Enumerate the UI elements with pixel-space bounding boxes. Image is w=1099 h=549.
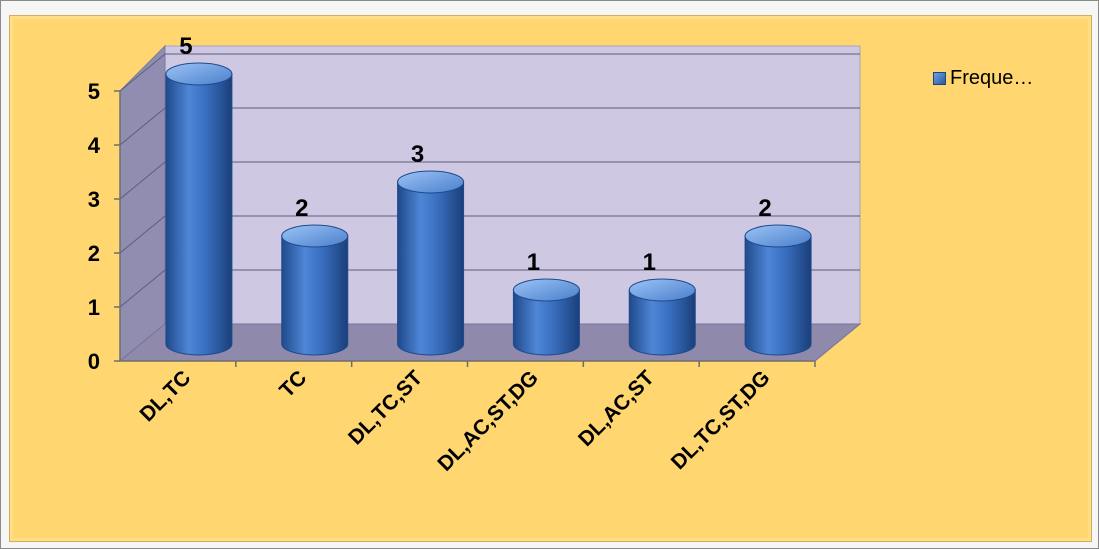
gridline-side [119,107,166,146]
x-axis-labels: DL,TC TC DL,TC,ST DL,AC,ST,DG DL,AC,ST DL,TC,… [135,366,774,476]
side-wall [119,44,166,363]
bar-body [397,181,465,356]
data-label: 1 [527,249,540,276]
bar-cap [165,62,233,86]
bar [628,278,696,356]
bar [165,62,233,356]
y-tick-label: 4 [88,133,101,158]
gridline-side [119,161,166,200]
x-tick-label: DL,TC,ST [344,366,427,449]
bar-body [281,235,349,356]
legend: Freque… [933,67,1033,90]
x-tick-label: DL,TC,ST,DG [667,366,775,474]
gridlines [119,53,860,308]
y-tick-label: 0 [88,349,100,374]
bars: 5 2 3 1 1 2 [165,33,812,356]
gridline-side [119,215,166,254]
data-label: 2 [295,195,308,222]
data-label: 2 [758,195,771,222]
data-label: 1 [643,249,656,276]
bar-body [165,73,233,356]
bar-cap [397,170,465,194]
x-tick-label: DL,TC [135,366,195,426]
bar-cap [744,224,812,248]
x-tick-label: TC [275,366,311,402]
bar-cap [628,278,696,302]
legend-label: Freque… [950,67,1034,89]
data-label: 5 [179,33,192,60]
bar-body [628,289,696,356]
bar [512,278,580,356]
y-tick-label: 2 [88,241,100,266]
x-tick-label: DL,AC,ST,DG [433,366,542,475]
y-tick-label: 5 [88,79,100,104]
gridline-side [119,269,166,308]
bar-body [512,289,580,356]
x-tick-label: DL,AC,ST [574,366,659,451]
data-label: 3 [411,141,424,168]
bar-cap [281,224,349,248]
bar-cap [512,278,580,302]
y-axis: 0 1 2 3 4 5 [88,79,816,374]
y-tick-label: 1 [88,295,100,320]
y-tick-label: 3 [88,187,100,212]
bar [397,170,465,356]
bar [281,224,349,356]
bar [744,224,812,356]
gridline-side [119,53,166,92]
bar-body [744,235,812,356]
legend-swatch [933,72,946,85]
